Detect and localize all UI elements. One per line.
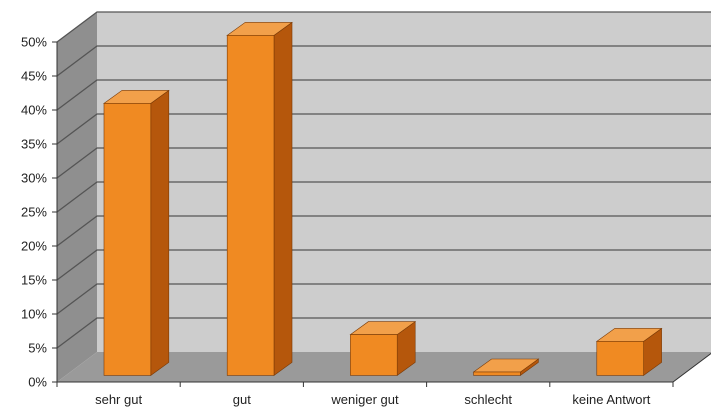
y-tick-label: 45% [21, 69, 47, 84]
y-tick-label: 5% [28, 341, 47, 356]
category-label: schlecht [464, 392, 512, 407]
bar-front [473, 371, 521, 376]
y-tick-label: 15% [21, 273, 47, 288]
category-label: keine Antwort [572, 392, 650, 407]
bar [595, 327, 663, 376]
gridline [56, 11, 711, 43]
y-tick-labels: 0% 5% 10% 15% 20% 25% 30% 35% 40% 45% 50% [21, 35, 47, 390]
gridline [56, 215, 711, 247]
y-tick-label: 50% [21, 35, 47, 50]
bar-side [150, 89, 170, 376]
bar [349, 321, 417, 376]
gridline [56, 113, 711, 145]
y-tick-label: 20% [21, 239, 47, 254]
gridlines [56, 11, 711, 349]
bar [472, 358, 540, 376]
bar [103, 89, 170, 376]
y-tick-label: 35% [21, 137, 47, 152]
bar-side [273, 21, 293, 376]
bars [103, 21, 663, 376]
gridline [56, 249, 711, 281]
y-tick-label: 10% [21, 307, 47, 322]
gridline [56, 283, 711, 315]
bar-front [596, 341, 644, 376]
gridline [56, 45, 711, 77]
axes [52, 41, 711, 387]
category-label: sehr gut [95, 392, 142, 407]
y-tick-label: 30% [21, 171, 47, 186]
x-tick-labels: sehr gut gut weniger gut schlecht keine Antw… [95, 392, 651, 407]
category-label: weniger gut [330, 392, 399, 407]
category-label: gut [233, 392, 251, 407]
y-tick-label: 25% [21, 205, 47, 220]
y-tick-label: 0% [28, 375, 47, 390]
gridline [56, 181, 711, 213]
bar-front [103, 103, 152, 376]
bar-front [226, 35, 275, 376]
bar-front [350, 334, 398, 376]
y-tick-label: 40% [21, 103, 47, 118]
gridline [56, 317, 711, 349]
bar [226, 21, 293, 376]
gridline [56, 147, 711, 179]
gridline [56, 79, 711, 111]
